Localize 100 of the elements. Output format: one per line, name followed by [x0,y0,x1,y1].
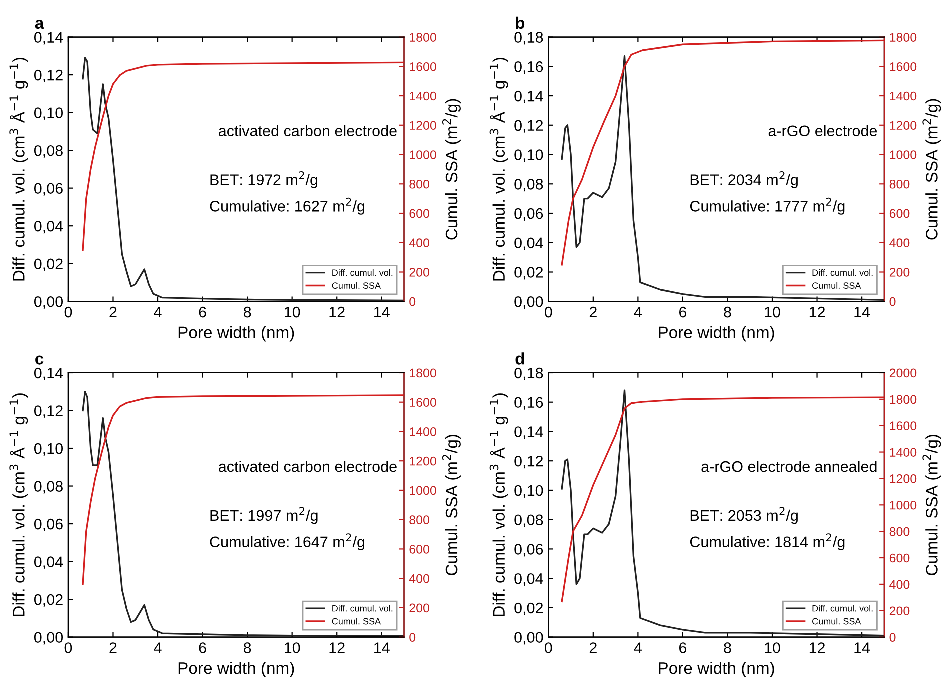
annotation: BET: 2053 m$^{2}$/g [690,507,798,524]
y2-tick-label: 400 [890,238,910,248]
y-tick-label: 0,00 [34,632,64,645]
y-tick-label: 0,12 [514,120,544,133]
y2-tick-label: 1800 [410,368,436,378]
annotation: Cumulative: 1777 m$^{2}$/g [690,198,845,215]
y-tick-label: 0,04 [514,573,544,586]
y2-tick-label: 1000 [890,150,917,160]
y-tick-label: 0,08 [34,145,63,158]
y-tick-label: 0,14 [34,368,64,380]
legend-label: Diff. cumul. vol. [812,269,873,276]
y2-tick-label: 400 [890,580,910,590]
x-axis-title: Pore width (nm) [178,326,294,342]
y2-tick-label: 0 [410,633,416,642]
legend-label: Cumul. SSA [812,618,862,625]
x-tick-label: 0 [544,306,552,318]
y-tick-label: 0,06 [34,183,63,196]
y-tick-label: 0,02 [34,594,63,608]
y2-tick-label: 0 [890,633,896,642]
y-tick-label: 0,18 [514,32,544,45]
annotation: Cumulative: 1627 m$^{2}$/g [210,198,364,215]
y-tick-label: 0,08 [34,481,63,494]
y-tick-label: 0,06 [514,208,544,221]
x-tick-label: 14 [374,307,390,318]
y-tick-label: 0,02 [514,602,544,616]
x-tick-label: 0 [64,306,72,318]
y-tick-label: 0,00 [514,296,544,310]
y-tick-label: 0,06 [34,518,63,532]
y2-tick-label: 1200 [890,474,917,484]
y2-tick-label: 2000 [890,368,917,378]
y-tick-label: 0,02 [514,267,544,280]
x-axis-title: Pore width (nm) [659,662,774,678]
y-axis-title: Diff. cumul. vol. (cm$^{3}$ Å$^{−1}$ g$^{−1}$) [490,58,508,281]
y-tick-label: 0,10 [34,108,64,120]
y2-tick-label: 600 [890,554,910,563]
y-tick-label: 0,00 [514,632,544,645]
line-series [82,57,404,302]
y2-tick-label: 1400 [410,92,436,101]
x-tick-label: 8 [724,306,732,318]
y2-tick-label: 600 [890,209,910,218]
y2-tick-label: 800 [890,527,910,536]
y2-tick-label: 200 [890,606,910,616]
y-tick-label: 0,08 [514,179,544,192]
x-tick-label: 8 [244,306,252,318]
annotation: Cumulative: 1647 m$^{2}$/g [210,534,364,551]
y-axis-title: Diff. cumul. vol. (cm$^{3}$ Å$^{−1}$ g$^{−1}$) [10,58,28,281]
y2-axis-title: Cumul. SSA (m$^{2}$/g) [922,435,942,576]
y-tick-label: 0,14 [514,426,544,440]
line-series [82,391,404,638]
y-axis-title: Diff. cumul. vol. (cm$^{3}$ Å$^{−1}$ g$^{−1}$) [10,394,28,616]
x-tick-label: 14 [854,642,870,654]
legend-label: Cumul. SSA [332,618,382,625]
x-tick-label: 12 [330,642,345,654]
y2-tick-label: 1600 [890,62,917,72]
chart-title: a [35,20,44,30]
y2-tick-label: 1600 [410,398,436,408]
annotation: BET: 1972 m$^{2}$/g [210,171,318,188]
y2-tick-label: 800 [410,180,430,189]
x-tick-label: 10 [285,306,300,318]
annotation: BET: 2034 m$^{2}$/g [690,171,798,188]
y-tick-label: 0,08 [514,514,544,528]
legend-label: Diff. cumul. vol. [812,605,873,612]
legend-label: Cumul. SSA [812,282,862,290]
line-series [561,396,884,602]
x-tick-label: 2 [110,642,117,654]
y2-tick-label: 200 [410,268,430,277]
y2-tick-label: 200 [410,604,430,613]
y2-tick-label: 1600 [890,422,917,431]
x-tick-label: 12 [810,306,826,318]
x-tick-label: 4 [634,307,642,318]
y-tick-label: 0,06 [514,544,544,557]
x-tick-label: 6 [679,642,687,654]
y-tick-label: 0,10 [514,485,544,498]
x-tick-label: 12 [330,306,345,318]
y2-tick-label: 1400 [410,428,436,436]
annotation: activated carbon electrode [219,125,397,137]
legend-label: Cumul. SSA [332,282,382,290]
x-tick-label: 4 [154,307,162,318]
annotation: a-rGO electrode [768,125,878,137]
x-tick-label: 4 [154,642,162,654]
x-tick-label: 2 [110,306,117,318]
legend-label: Diff. cumul. vol. [332,269,393,276]
y-tick-label: 0,10 [514,150,544,162]
y2-tick-label: 1600 [410,62,436,72]
y-tick-label: 0,04 [34,556,64,570]
y-tick-label: 0,12 [34,406,63,418]
y2-axis-title: Cumul. SSA (m$^{2}$/g) [442,99,461,240]
line-series [82,62,404,252]
x-tick-label: 14 [374,642,390,654]
y2-tick-label: 400 [409,238,430,248]
x-tick-label: 2 [590,642,597,654]
chart-title: c [36,356,44,365]
y2-tick-label: 1000 [410,150,436,160]
y-tick-label: 0,10 [34,443,64,456]
line-series [561,40,884,266]
y2-tick-label: 1200 [410,456,436,466]
line-series [561,56,884,301]
y2-tick-label: 1400 [890,448,917,457]
y2-tick-label: 1200 [890,121,917,130]
y-tick-label: 0,14 [34,32,64,45]
